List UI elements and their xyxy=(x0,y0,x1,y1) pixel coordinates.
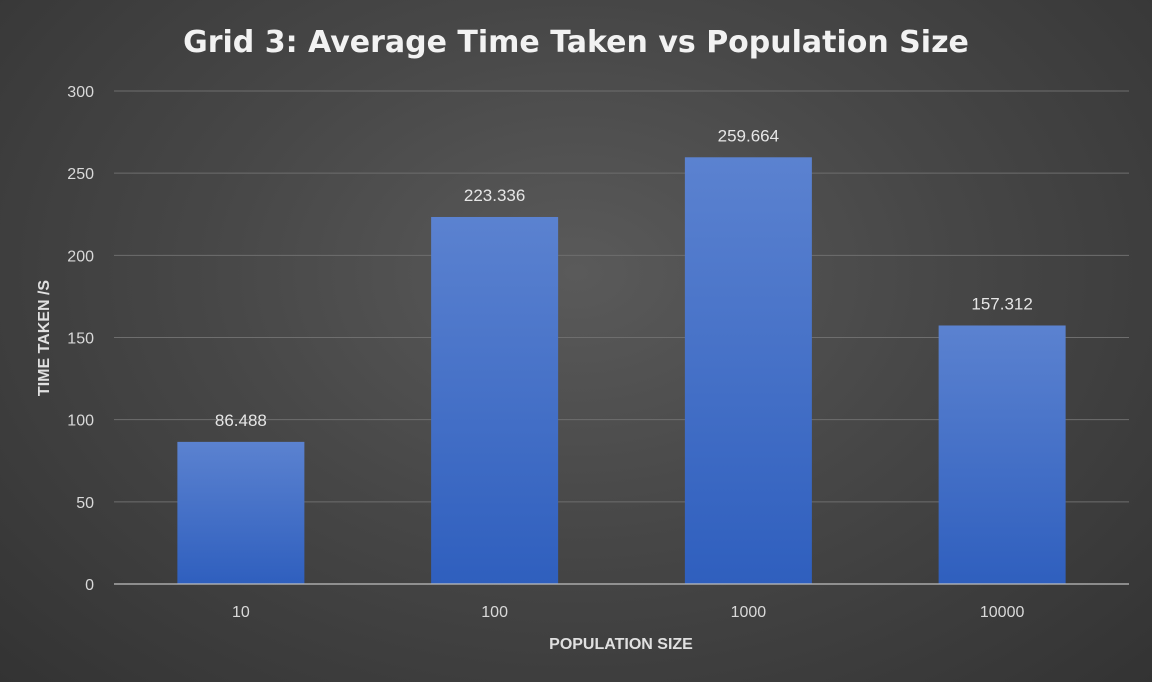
data-labels: 86.488 223.336 259.664 157.312 xyxy=(215,126,1033,430)
bars xyxy=(177,157,1066,585)
bar-10 xyxy=(177,441,305,584)
x-tick-label: 10 xyxy=(232,604,250,621)
y-tick-label: 200 xyxy=(67,248,94,265)
y-tick-label: 150 xyxy=(67,331,94,348)
y-tick-label: 250 xyxy=(67,166,94,183)
data-label: 223.336 xyxy=(464,186,525,205)
data-label: 86.488 xyxy=(215,411,267,430)
data-label: 259.664 xyxy=(718,126,779,145)
y-axis-ticks: 0 50 100 150 200 250 300 xyxy=(67,84,94,594)
x-tick-label: 1000 xyxy=(731,604,767,621)
data-label: 157.312 xyxy=(971,294,1032,313)
x-tick-label: 10000 xyxy=(980,604,1025,621)
x-tick-label: 100 xyxy=(481,604,508,621)
x-axis-title: POPULATION SIZE xyxy=(549,636,693,653)
y-axis-title: TIME TAKEN /S xyxy=(36,280,53,396)
y-tick-label: 100 xyxy=(67,413,94,430)
y-tick-label: 0 xyxy=(85,577,94,594)
bar-1000 xyxy=(684,157,812,584)
bar-100 xyxy=(431,216,559,585)
y-tick-label: 300 xyxy=(67,84,94,101)
y-tick-label: 50 xyxy=(76,495,94,512)
x-axis-ticks: 10 100 1000 10000 xyxy=(232,604,1024,621)
chart-title: Grid 3: Average Time Taken vs Population… xyxy=(183,25,969,60)
bar-10000 xyxy=(938,325,1066,584)
